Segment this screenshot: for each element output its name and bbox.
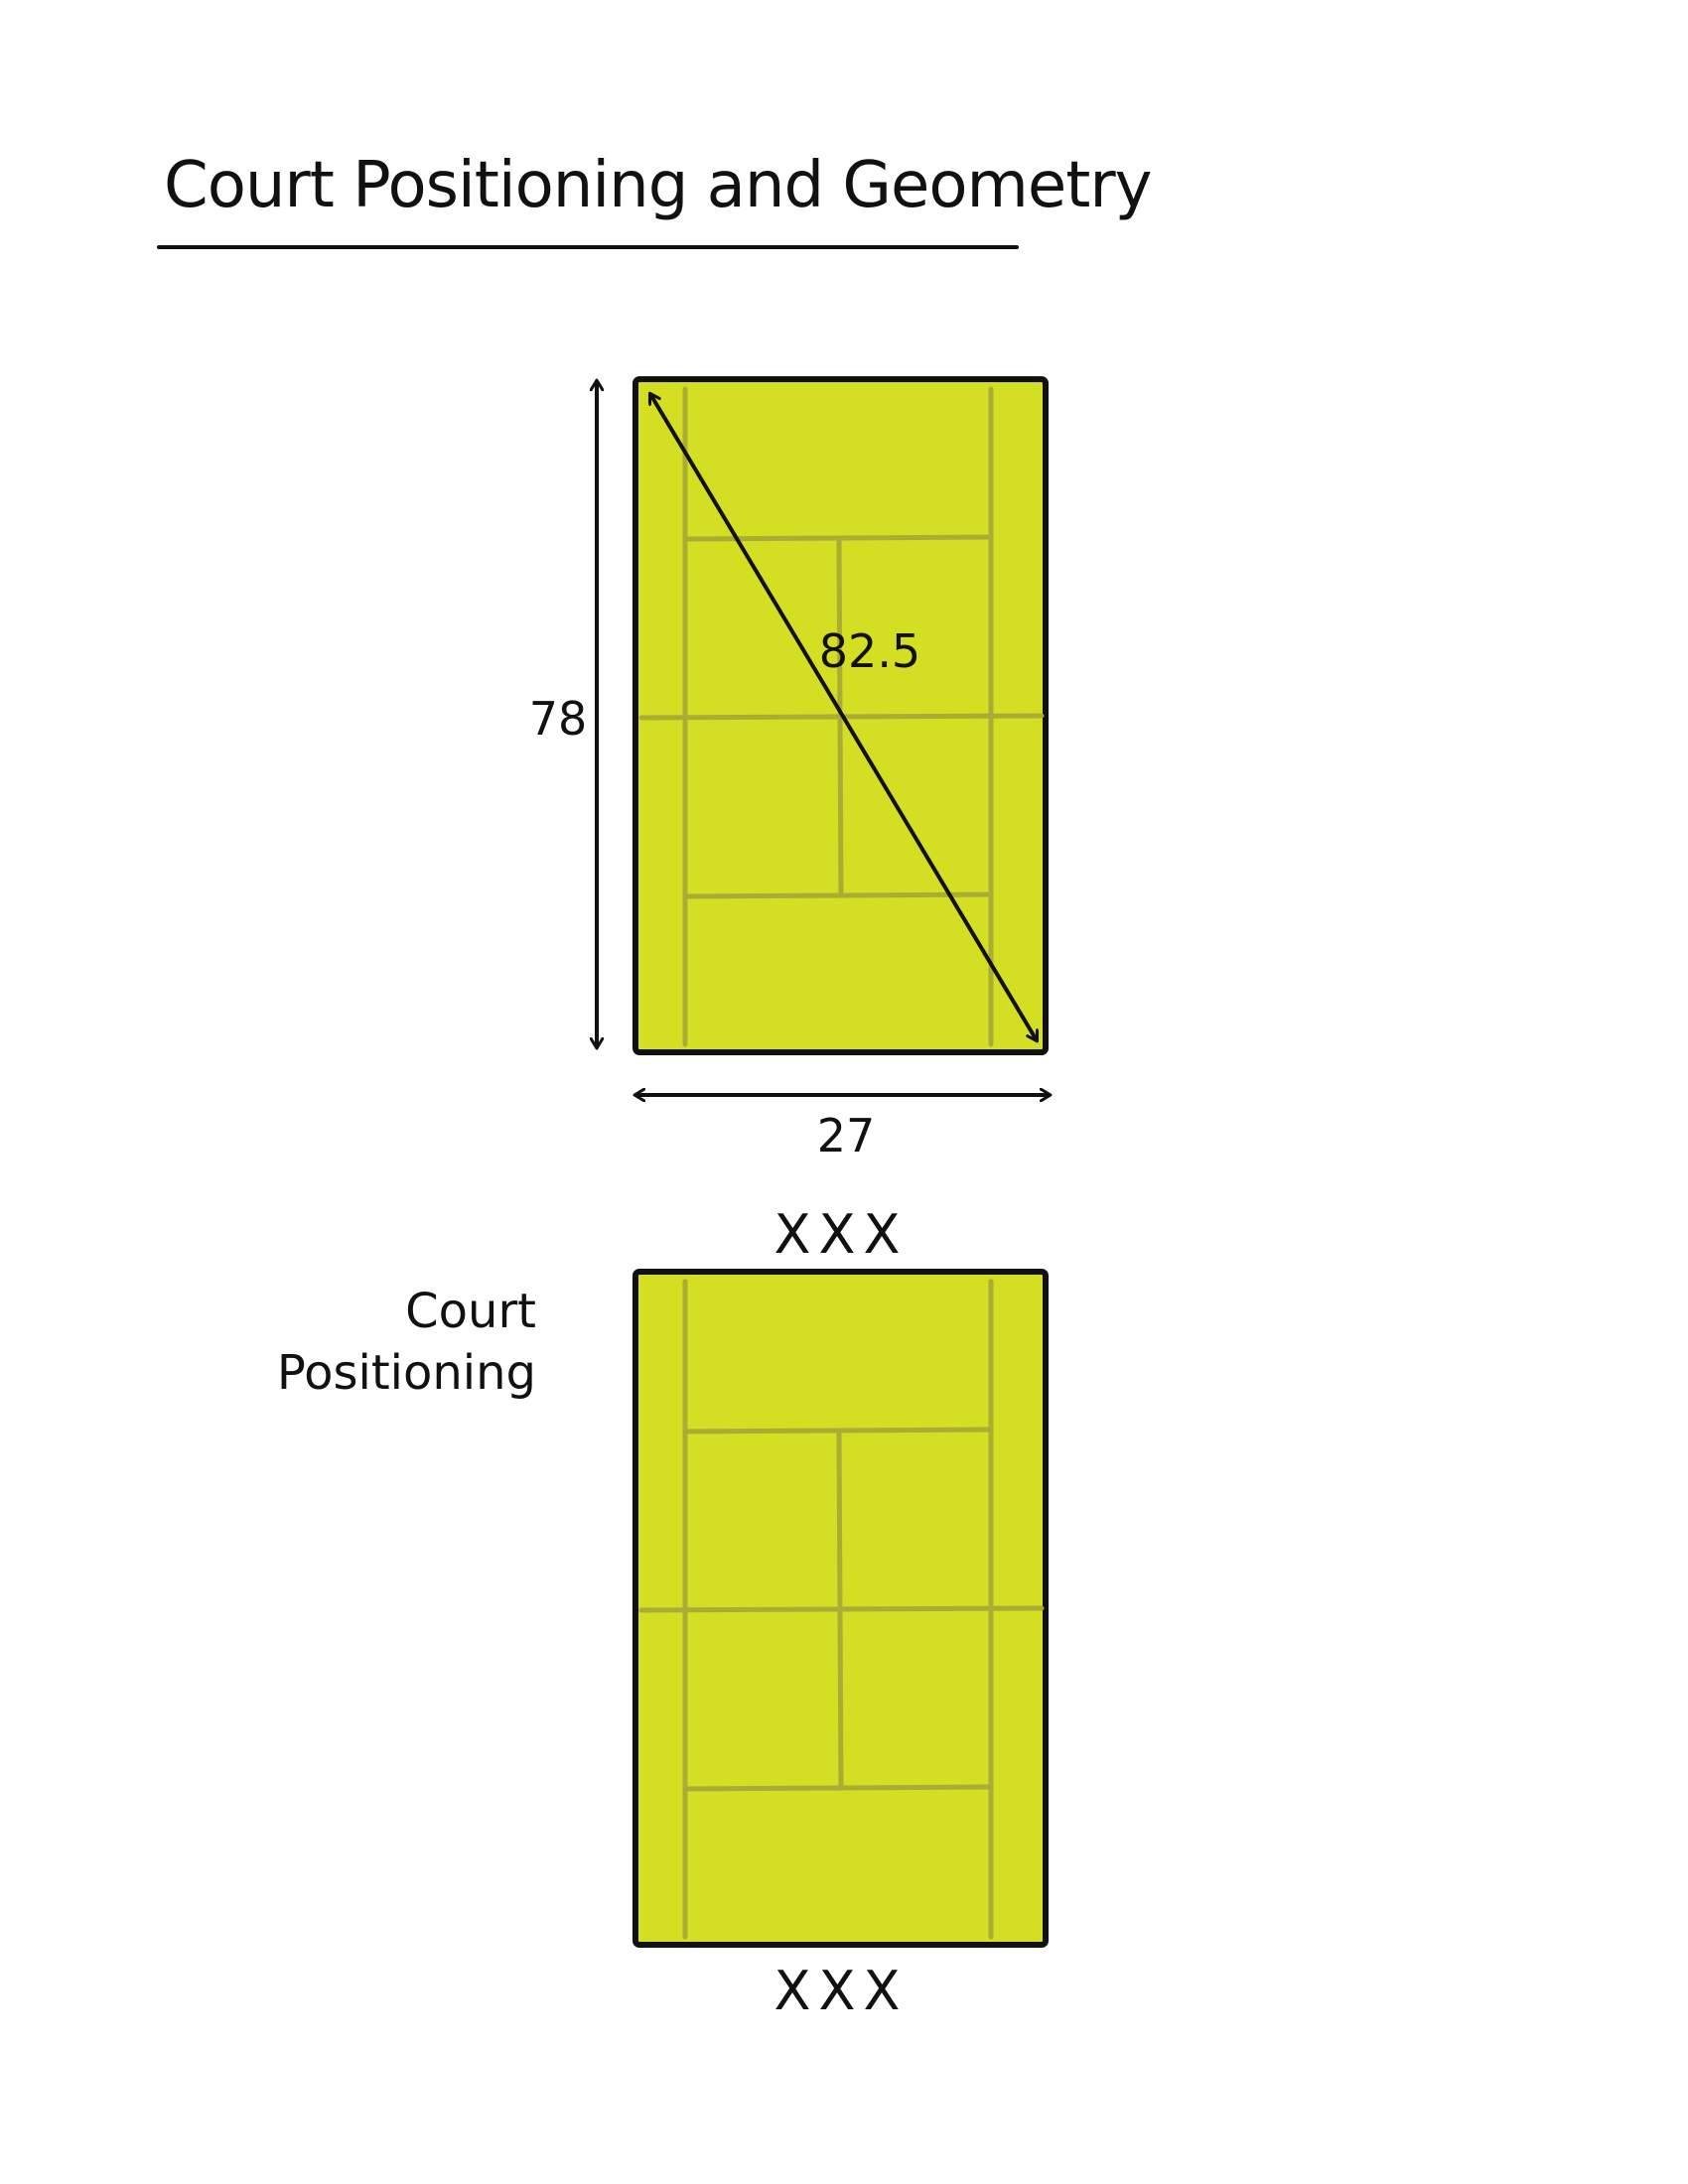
positioning-court: XXX XXX xyxy=(633,1203,1049,2022)
court-positioning-label: Court Positioning xyxy=(277,1281,536,1404)
bottom-players-marker: XXX xyxy=(774,1960,909,2022)
court-lines xyxy=(638,1279,1045,1940)
page-title: Court Positioning and Geometry xyxy=(164,149,1153,222)
length-label: 78 xyxy=(529,692,588,746)
diagonal-arrow xyxy=(650,394,1037,1040)
title-underline xyxy=(157,245,1019,249)
court-positioning-label-line2: Positioning xyxy=(276,1345,536,1401)
center-service-line xyxy=(836,1431,844,1790)
top-service-line xyxy=(684,1427,993,1434)
top-players-marker: XXX xyxy=(774,1203,909,1266)
center-service-line xyxy=(836,538,844,897)
diagonal-label: 82.5 xyxy=(819,624,920,678)
geometry-court: 78 27 82.5 xyxy=(529,376,1050,1162)
court-positioning-label-line1: Court xyxy=(405,1284,536,1339)
width-label: 27 xyxy=(817,1109,876,1162)
